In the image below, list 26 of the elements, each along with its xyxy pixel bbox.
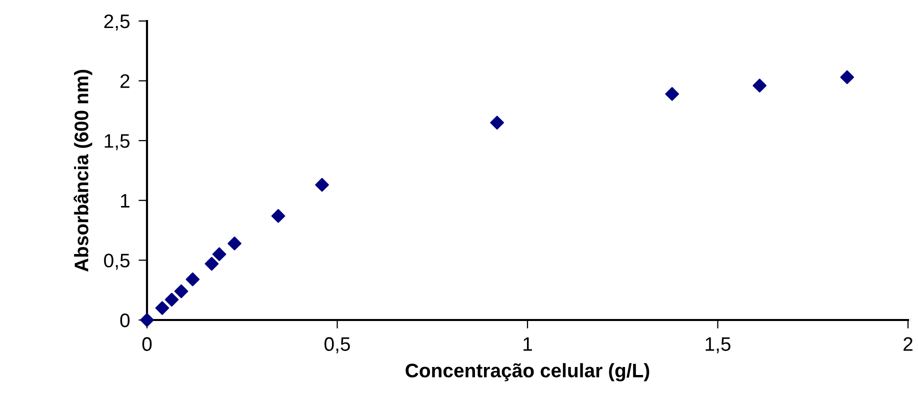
- point: [186, 272, 200, 286]
- x-tick-label: 0: [142, 337, 152, 351]
- x-tick-label: 2: [904, 337, 912, 351]
- point: [840, 70, 854, 84]
- point: [752, 78, 767, 92]
- point: [155, 301, 170, 315]
- y-tick-label: 2: [120, 74, 130, 88]
- point: [490, 116, 504, 130]
- y-tick-label: 2,5: [104, 14, 130, 31]
- point: [204, 256, 219, 271]
- y-tick-label: 1: [121, 194, 130, 208]
- x-tick-label: 1: [524, 337, 532, 351]
- y-axis-title: Absorbância (600 nm): [74, 70, 92, 272]
- point: [212, 247, 226, 262]
- point: [228, 236, 242, 250]
- y-tick-label: 0: [120, 313, 130, 328]
- x-axis-title: Concentração celular (g/L): [406, 363, 650, 382]
- x-tick-label: 1,5: [706, 337, 730, 354]
- y-tick-label: 0,5: [104, 254, 130, 270]
- point: [665, 87, 679, 101]
- y-tick-label: 1,5: [104, 134, 130, 150]
- point: [164, 292, 179, 307]
- point: [174, 284, 188, 298]
- x-tick-label: 0,5: [324, 337, 350, 354]
- point: [315, 178, 329, 192]
- point: [271, 209, 286, 223]
